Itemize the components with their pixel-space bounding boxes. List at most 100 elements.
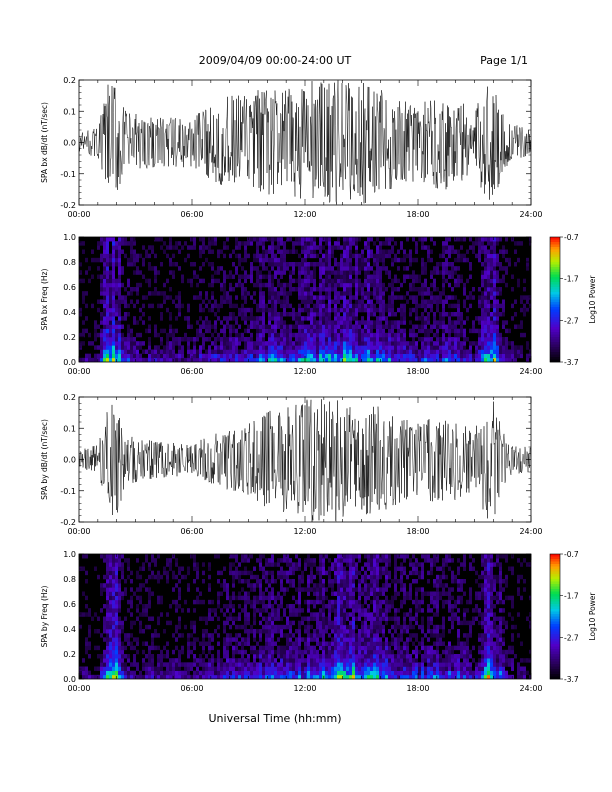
spectrogram-cell [466,316,469,321]
spectrogram-cell [280,599,283,605]
spectrogram-cell [304,291,307,296]
spectrogram-cell [121,266,124,271]
spectrogram-cell [403,349,406,354]
spectrogram-cell [262,666,265,671]
spectrogram-cell [115,278,118,284]
spectrogram-cell [361,637,364,642]
spectrogram-cell [106,620,109,626]
spectrogram-cell [130,245,133,250]
spectrogram-cell [208,262,211,267]
spectrogram-cell [211,241,214,246]
spectrogram-cell [280,349,283,354]
spectrogram-cell [193,295,196,300]
spectrogram-cell [484,270,487,275]
spectrogram-cell [226,295,229,300]
spectrogram-cell [280,324,283,329]
spectrogram-cell [187,278,190,284]
spectrogram-cell [232,341,235,346]
spectrogram-cell [346,282,349,288]
spectrogram-cell [349,645,352,651]
spectrogram-cell [130,345,133,350]
spectrogram-cell [295,349,298,354]
spectrogram-cell [352,591,355,596]
spectrogram-cell [310,320,313,325]
spectrogram-cell [169,332,172,338]
spectrogram-cell [106,337,109,342]
spectrogram-cell [97,616,100,621]
spectrogram-cell [283,649,286,655]
spectrogram-cell [94,357,97,362]
spectrogram-cell [148,282,151,288]
spectrogram-cell [271,353,274,359]
spectrogram-cell [346,307,349,313]
spectrogram-cell [205,316,208,321]
spectrogram-cell [361,624,364,630]
colorbar-swatch [550,357,560,360]
spectrogram-cell [82,612,85,617]
spectrogram-cell [433,341,436,346]
spectrogram-cell [238,562,241,567]
y-tick-label: -0.1 [60,170,76,179]
spectrogram-cell [325,629,328,634]
spectrogram-cell [259,595,262,601]
spectrogram-cell [223,604,226,609]
spectrogram-cell [280,237,283,242]
spectrogram-cell [208,670,211,676]
spectrogram-cell [223,324,226,329]
spectrogram-cell [325,662,328,667]
spectrogram-cell [220,295,223,300]
spectrogram-cell [304,249,307,254]
spectrogram-cell [289,282,292,288]
spectrogram-cell [502,274,505,279]
spectrogram-cell [163,349,166,354]
spectrogram-cell [109,570,112,576]
spectrogram-cell [358,332,361,338]
spectrogram-cell [415,345,418,350]
spectrogram-cell [109,599,112,605]
spectrogram-cell [382,357,385,362]
spectrogram-cell [325,316,328,321]
spectrogram-cell [304,562,307,567]
spectrogram-cell [310,599,313,605]
spectrogram-cell [103,320,106,325]
spectrogram-cell [343,566,346,571]
spectrogram-cell [187,349,190,354]
spectrogram-cell [343,654,346,659]
spectrogram-cell [265,641,268,646]
spectrogram-cell [391,249,394,254]
spectrogram-cell [481,307,484,313]
spectrogram-cell [82,658,85,663]
spectrogram-cell [247,291,250,296]
spectrogram-cell [106,332,109,338]
spectrogram-cell [328,324,331,329]
spectrogram-cell [211,349,214,354]
spectrogram-cell [349,341,352,346]
spectrogram-cell [298,328,301,334]
spectrogram-cell [271,654,274,659]
spectrogram-cell [487,337,490,342]
spectrogram-cell [262,274,265,279]
spectrogram-cell [325,624,328,630]
spectrogram-cell [292,620,295,626]
spectrogram-cell [259,253,262,259]
spectrogram-cell [445,241,448,246]
spectrogram-cell [199,353,202,359]
spectrogram-cell [175,666,178,671]
spectrogram-cell [355,670,358,676]
spectrogram-cell [358,583,361,588]
spectrogram-cell [397,295,400,300]
spectrogram-cell [283,662,286,667]
spectrogram-cell [172,670,175,676]
spectrogram-cell [286,345,289,350]
spectrogram-cell [202,645,205,651]
spectrogram-cell [379,257,382,263]
spectrogram-cell [118,641,121,646]
spectrogram-cell [148,658,151,663]
spectrogram-cell [337,349,340,354]
spectrogram-cell [142,662,145,667]
spectrogram-cell [301,579,304,584]
spectrogram-cell [118,353,121,359]
spectrogram-cell [496,237,499,242]
spectrogram-cell [124,237,127,242]
spectrogram-cell [82,357,85,362]
